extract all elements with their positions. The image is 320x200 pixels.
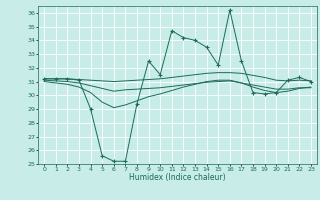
X-axis label: Humidex (Indice chaleur): Humidex (Indice chaleur) <box>129 173 226 182</box>
